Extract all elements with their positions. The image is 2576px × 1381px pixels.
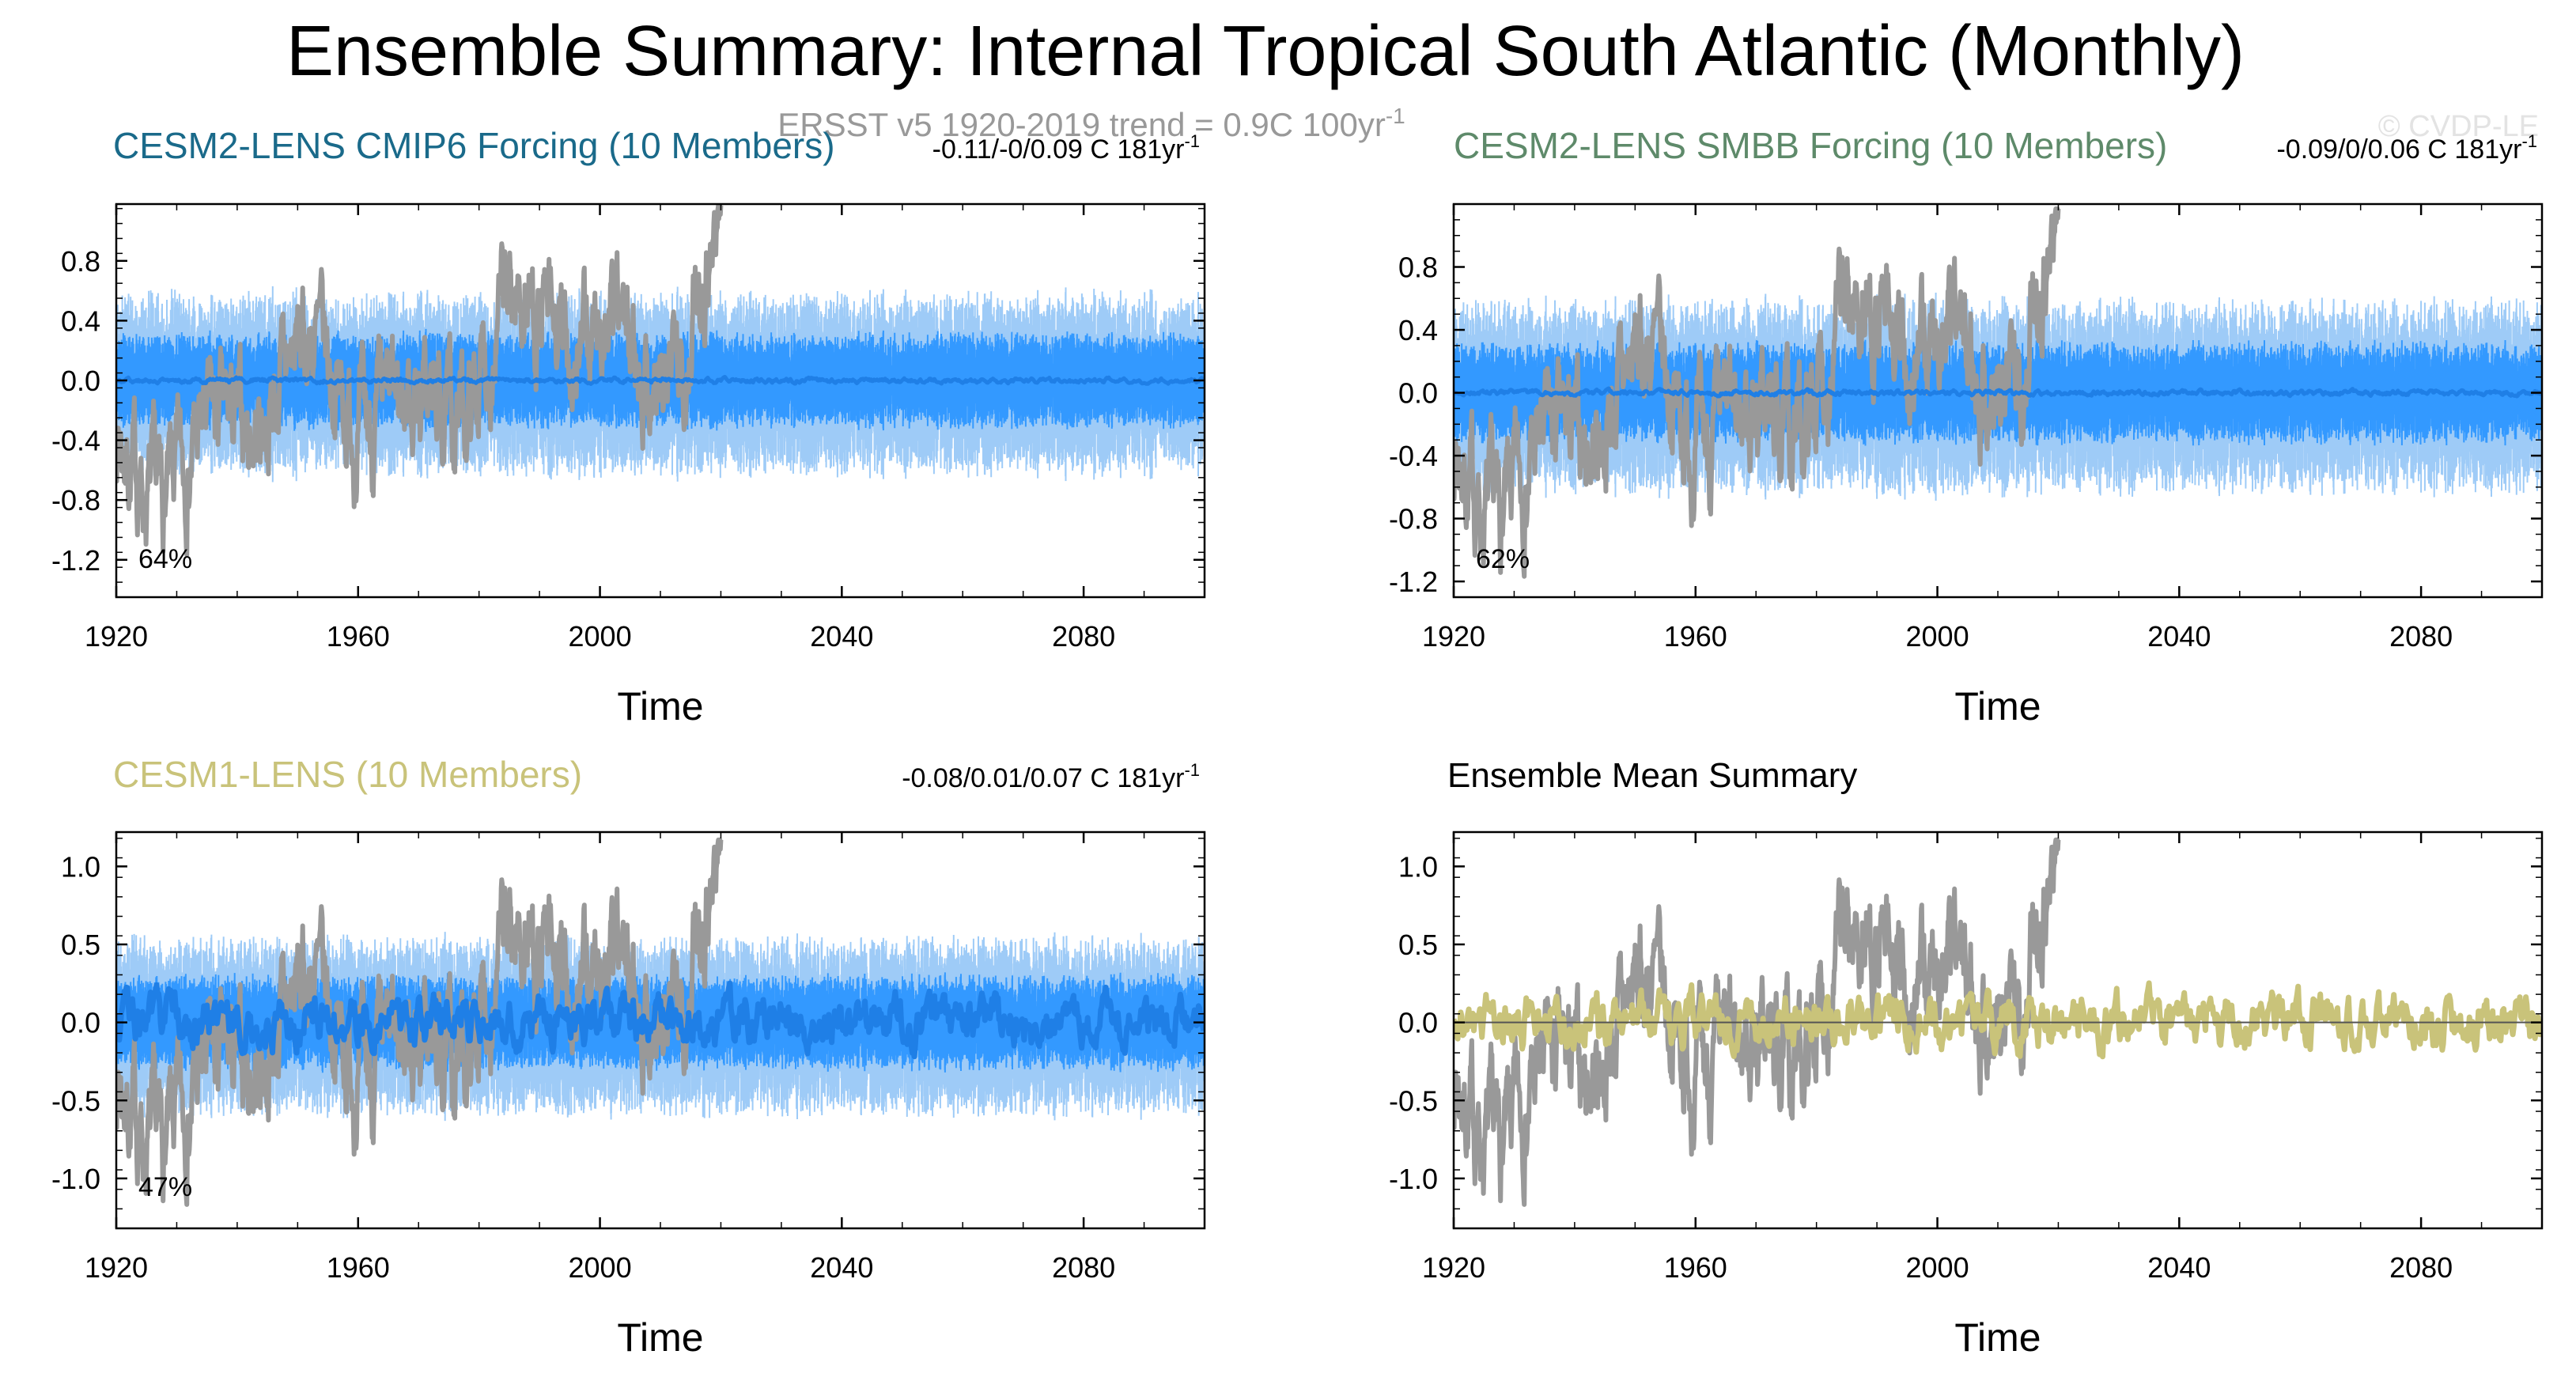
y-tick-label: 0.0 [61, 365, 100, 397]
x-tick-label: 2000 [569, 1251, 632, 1284]
y-tick-label: -0.4 [1389, 440, 1438, 472]
x-tick-label: 1960 [327, 620, 390, 653]
x-tick-label: 2080 [2389, 1251, 2453, 1284]
trend-text: -0.11/-0/0.09 C 181yr-1 [932, 131, 1200, 165]
y-tick-label: 0.8 [1398, 252, 1438, 284]
percent-label: 62% [1476, 544, 1530, 574]
y-tick-label: 0.5 [1398, 929, 1438, 961]
observed-series-line [1454, 206, 2061, 579]
x-tick-label: 2000 [569, 620, 632, 653]
percent-label: 47% [138, 1172, 192, 1202]
chart-panel-4: 1.0 0.5 0.0 -0.5 -1.0 1920 1960 2000 2040 2080 Tim… [1389, 756, 2544, 1360]
observation-note-exponent: -1 [1386, 104, 1405, 128]
plot-area [1454, 206, 2542, 579]
panel-title: CESM2-LENS CMIP6 Forcing (10 Members) [113, 125, 835, 166]
x-axis-label: Time [1954, 1315, 2041, 1360]
y-tick-label: -1.2 [51, 544, 100, 577]
ensemble-mean-summary-line [1454, 980, 2542, 1060]
x-tick-label: 2040 [2147, 620, 2211, 653]
observed-series-line [1454, 837, 2061, 1207]
x-tick-label: 2000 [1906, 620, 1969, 653]
y-tick-label: 1.0 [1398, 850, 1438, 883]
x-tick-label: 2080 [1052, 620, 1115, 653]
watermark: © CVDP-LE [2378, 110, 2539, 143]
x-tick-label: 1920 [1422, 620, 1485, 653]
trend-exponent: -1 [2521, 131, 2537, 151]
observed-series-line [116, 204, 724, 558]
y-tick-label: -0.8 [1389, 503, 1438, 535]
x-tick-label: 2040 [810, 1251, 873, 1284]
x-tick-label: 1920 [85, 1251, 148, 1284]
panel-title: CESM1-LENS (10 Members) [113, 754, 582, 795]
x-tick-label: 1920 [1422, 1251, 1485, 1284]
plot-area [116, 837, 1205, 1207]
y-tick-label: 0.0 [1398, 377, 1438, 410]
y-tick-label: -0.4 [51, 425, 100, 457]
trend-value: -0.11/-0/0.09 C 181yr [932, 134, 1185, 165]
panels-group: 0.8 0.4 0.0 -0.4 -0.8 -1.2 1920 1960 2000 2040 208… [51, 125, 2544, 1360]
y-tick-label: 0.4 [61, 305, 100, 337]
y-tick-label: -1.2 [1389, 566, 1438, 598]
chart-panel-2: 0.8 0.4 0.0 -0.4 -0.8 -1.2 1920 1960 2000 2040 208… [1389, 125, 2544, 728]
chart-panel-1: 0.8 0.4 0.0 -0.4 -0.8 -1.2 1920 1960 2000 2040 208… [51, 125, 1206, 728]
panel-title: CESM2-LENS SMBB Forcing (10 Members) [1454, 125, 2167, 166]
y-tick-label: 0.0 [1398, 1007, 1438, 1039]
x-tick-label: 1920 [85, 620, 148, 653]
plot-area [1454, 837, 2542, 1207]
y-tick-label: -1.0 [51, 1163, 100, 1195]
figure-title: Ensemble Summary: Internal Tropical Sout… [286, 12, 2245, 91]
y-tick-label: 0.0 [61, 1007, 100, 1039]
ensemble-mean-line [1454, 386, 2542, 399]
y-tick-label: 0.4 [1398, 314, 1438, 346]
trend-exponent: -1 [1184, 760, 1200, 780]
x-axis-label: Time [617, 684, 703, 728]
trend-value: -0.09/0/0.06 C 181yr [2276, 134, 2521, 165]
plot-area [116, 204, 1205, 558]
y-tick-label: -1.0 [1389, 1163, 1438, 1195]
percent-label: 64% [138, 544, 192, 574]
x-tick-label: 2040 [2147, 1251, 2211, 1284]
panel-title: Ensemble Mean Summary [1447, 756, 1857, 795]
y-tick-label: -0.5 [1389, 1084, 1438, 1117]
x-axis-label: Time [617, 1315, 703, 1360]
x-tick-label: 2040 [810, 620, 873, 653]
x-tick-label: 2000 [1906, 1251, 1969, 1284]
y-tick-label: -0.5 [51, 1084, 100, 1117]
trend-value: -0.08/0.01/0.07 C 181yr [902, 763, 1184, 793]
x-tick-label: 2080 [1052, 1251, 1115, 1284]
y-tick-label: 0.5 [61, 929, 100, 961]
y-tick-label: -0.8 [51, 484, 100, 516]
x-tick-label: 1960 [1664, 1251, 1727, 1284]
x-tick-label: 2080 [2389, 620, 2453, 653]
x-tick-label: 1960 [327, 1251, 390, 1284]
trend-text: -0.08/0.01/0.07 C 181yr-1 [902, 760, 1200, 793]
observation-note-text: ERSST v5 1920-2019 trend = 0.9C 100yr [777, 106, 1386, 143]
y-tick-label: 1.0 [61, 850, 100, 883]
trend-exponent: -1 [1184, 131, 1200, 151]
x-tick-label: 1960 [1664, 620, 1727, 653]
chart-panel-3: 1.0 0.5 0.0 -0.5 -1.0 1920 1960 2000 2040 2080 Tim… [51, 754, 1206, 1360]
trend-text: -0.09/0/0.06 C 181yr-1 [2276, 131, 2537, 165]
ensemble-mean-line [116, 980, 1205, 1060]
y-tick-label: 0.8 [61, 245, 100, 278]
ensemble-mean-line [116, 375, 1205, 386]
x-axis-label: Time [1954, 684, 2041, 728]
observation-note: ERSST v5 1920-2019 trend = 0.9C 100yr-1 [777, 104, 1405, 143]
